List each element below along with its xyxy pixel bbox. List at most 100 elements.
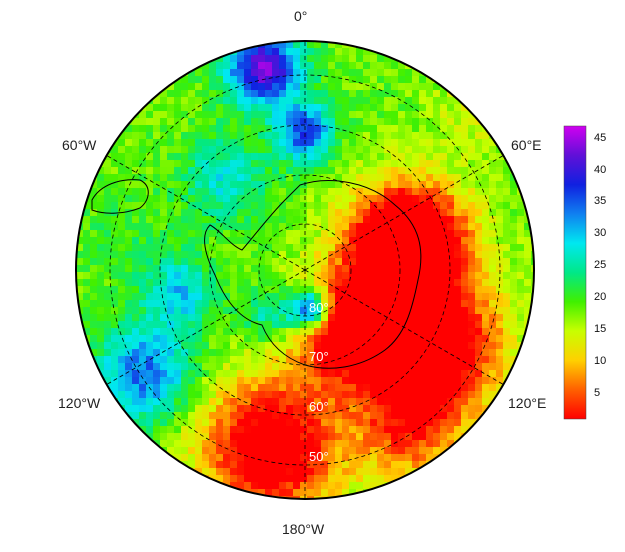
field-cell [174, 160, 182, 168]
field-cell [223, 216, 231, 224]
field-cell [97, 251, 105, 259]
field-cell [349, 69, 357, 77]
field-cell [293, 384, 301, 392]
field-cell [391, 447, 399, 455]
field-cell [251, 328, 259, 336]
field-cell [230, 363, 238, 371]
field-cell [104, 342, 112, 350]
field-cell [419, 314, 427, 322]
field-cell [377, 272, 385, 280]
field-cell [356, 468, 364, 476]
field-cell [461, 279, 469, 287]
field-cell [195, 349, 203, 357]
field-cell [279, 398, 287, 406]
field-cell [454, 321, 462, 329]
field-cell [335, 440, 343, 448]
field-cell [356, 314, 364, 322]
field-cell [293, 195, 301, 203]
field-cell [174, 307, 182, 315]
colorbar [563, 125, 587, 420]
field-cell [90, 181, 98, 189]
field-cell [349, 286, 357, 294]
field-cell [258, 272, 266, 280]
field-cell [146, 307, 154, 315]
field-cell [468, 111, 476, 119]
field-cell [76, 244, 84, 252]
field-cell [300, 237, 308, 245]
field-cell [293, 321, 301, 329]
field-cell [251, 223, 259, 231]
field-cell [300, 174, 308, 182]
field-cell [468, 279, 476, 287]
field-cell [398, 265, 406, 273]
field-cell [489, 342, 497, 350]
field-cell [244, 216, 252, 224]
field-cell [153, 160, 161, 168]
field-cell [223, 377, 231, 385]
field-cell [244, 160, 252, 168]
field-cell [104, 265, 112, 273]
field-cell [216, 433, 224, 441]
field-cell [426, 83, 434, 91]
field-cell [223, 55, 231, 63]
field-cell [440, 244, 448, 252]
field-cell [188, 307, 196, 315]
field-cell [342, 265, 350, 273]
field-cell [475, 272, 483, 280]
field-cell [104, 195, 112, 203]
field-cell [391, 426, 399, 434]
field-cell [230, 146, 238, 154]
field-cell [335, 293, 343, 301]
field-cell [286, 139, 294, 147]
colorbar-tick-label: 40 [594, 163, 607, 176]
field-cell [167, 195, 175, 203]
field-cell [174, 433, 182, 441]
field-cell [321, 188, 329, 196]
field-cell [405, 223, 413, 231]
field-cell [461, 202, 469, 210]
field-cell [307, 384, 315, 392]
field-cell [195, 272, 203, 280]
field-cell [398, 104, 406, 112]
field-cell [475, 279, 483, 287]
meridian-line [304, 269, 504, 385]
field-cell [125, 321, 133, 329]
field-cell [405, 307, 413, 315]
field-cell [419, 286, 427, 294]
field-cell [237, 41, 245, 49]
field-cell [265, 370, 273, 378]
field-cell [111, 300, 119, 308]
field-cell [405, 265, 413, 273]
field-cell [314, 195, 322, 203]
field-cell [419, 118, 427, 126]
field-cell [454, 153, 462, 161]
field-cell [307, 272, 315, 280]
field-cell [419, 209, 427, 217]
field-cell [251, 468, 259, 476]
field-cell [174, 195, 182, 203]
field-cell [328, 174, 336, 182]
field-cell [160, 118, 168, 126]
field-cell [349, 314, 357, 322]
field-cell [139, 335, 147, 343]
field-cell [167, 265, 175, 273]
field-cell [433, 272, 441, 280]
field-cell [223, 160, 231, 168]
field-cell [111, 356, 119, 364]
field-cell [482, 146, 490, 154]
field-cell [349, 363, 357, 371]
field-cell [279, 461, 287, 469]
field-cell [181, 419, 189, 427]
field-cell [328, 132, 336, 140]
field-cell [83, 237, 91, 245]
field-cell [111, 181, 119, 189]
field-cell [349, 307, 357, 315]
field-cell [377, 139, 385, 147]
field-cell [489, 174, 497, 182]
field-cell [489, 300, 497, 308]
field-cell [104, 286, 112, 294]
field-cell [349, 475, 357, 483]
field-cell [412, 97, 420, 105]
field-cell [279, 146, 287, 154]
field-cell [482, 132, 490, 140]
